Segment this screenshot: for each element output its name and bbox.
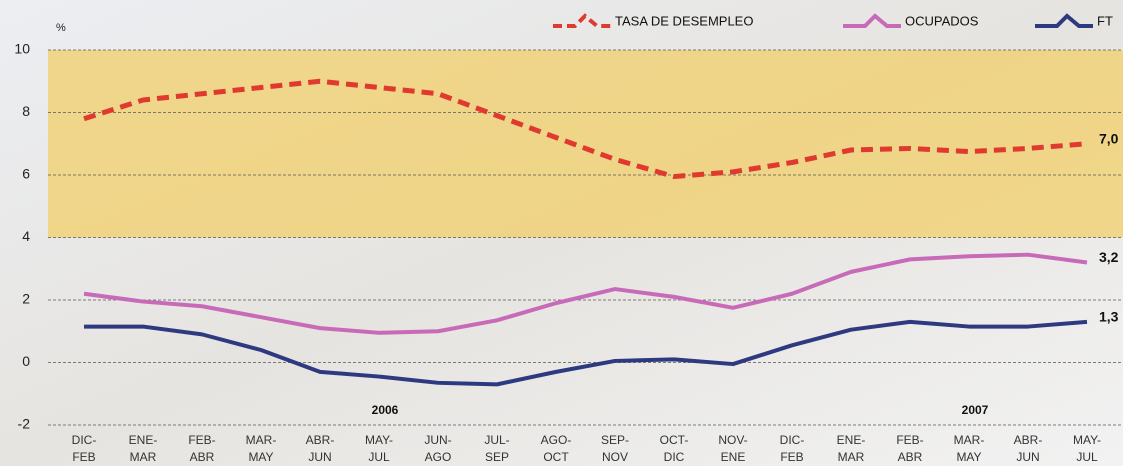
x-tick-label-line: FEB: [780, 450, 803, 464]
x-tick-label-line: NOV-: [718, 433, 747, 447]
x-tick-label-line: JUL-: [484, 433, 509, 447]
value-label: 7,0: [1099, 130, 1119, 146]
x-tick-label-line: DIC-: [780, 433, 805, 447]
x-tick-label-line: AGO: [425, 450, 452, 464]
x-tick-label-line: ENE-: [129, 433, 158, 447]
y-tick-label: 2: [22, 291, 30, 307]
x-tick-label-line: SEP: [485, 450, 509, 464]
y-tick-label: 4: [22, 228, 30, 244]
legend-label: TASA DE DESEMPLEO: [615, 13, 753, 28]
x-tick-label-line: ENE-: [837, 433, 866, 447]
x-tick-label-line: ABR-: [306, 433, 335, 447]
x-tick-label-line: MAY-: [365, 433, 393, 447]
x-tick-label-line: OCT: [543, 450, 569, 464]
x-tick-label-line: ABR-: [1014, 433, 1043, 447]
x-tick-label-line: DIC-: [72, 433, 97, 447]
x-tick-label-line: MAR-: [954, 433, 985, 447]
x-tick-label-line: JUL: [368, 450, 390, 464]
legend-label: OCUPADOS: [905, 13, 979, 28]
x-tick-label-line: MAY: [956, 450, 981, 464]
value-label: 3,2: [1099, 249, 1119, 265]
y-tick-label: 10: [14, 41, 30, 57]
chart: % -2 0 2 4 6 8 10 DIC- FEB ENE- MAR FEB- ABR MAR- MAY A…: [0, 0, 1123, 466]
x-tick-label-line: NOV: [602, 450, 628, 464]
x-tick-label-line: FEB: [72, 450, 95, 464]
x-tick-label-line: MAY: [248, 450, 273, 464]
y-tick-label: -2: [18, 416, 31, 432]
x-tick-label-line: JUN: [1016, 450, 1039, 464]
x-tick-label-line: JUN-: [424, 433, 451, 447]
x-tick-label-line: SEP-: [601, 433, 629, 447]
x-tick-label-line: MAR-: [246, 433, 277, 447]
x-tick-label-line: MAY-: [1073, 433, 1101, 447]
y-tick-label: 8: [22, 103, 30, 119]
y-axis-label: %: [56, 22, 66, 34]
x-tick-label-line: MAR: [838, 450, 865, 464]
highlight-band: [48, 50, 1123, 238]
year-label: 2007: [962, 403, 989, 417]
x-tick-label-line: DIC: [664, 450, 685, 464]
x-tick-label-line: OCT-: [660, 433, 689, 447]
x-tick-label-line: JUL: [1076, 450, 1098, 464]
legend-label: FT: [1097, 13, 1113, 28]
value-label: 1,3: [1099, 309, 1119, 325]
x-tick-label-line: FEB-: [188, 433, 215, 447]
year-label: 2006: [372, 403, 399, 417]
x-tick-label-line: MAR: [130, 450, 157, 464]
x-tick-label-line: JUN: [308, 450, 331, 464]
y-tick-label: 6: [22, 166, 30, 182]
x-tick-label-line: ENE: [721, 450, 746, 464]
x-tick-label-line: AGO-: [541, 433, 572, 447]
x-tick-label-line: ABR: [898, 450, 923, 464]
y-tick-label: 0: [22, 353, 30, 369]
x-tick-label-line: FEB-: [896, 433, 923, 447]
x-tick-label-line: ABR: [190, 450, 215, 464]
